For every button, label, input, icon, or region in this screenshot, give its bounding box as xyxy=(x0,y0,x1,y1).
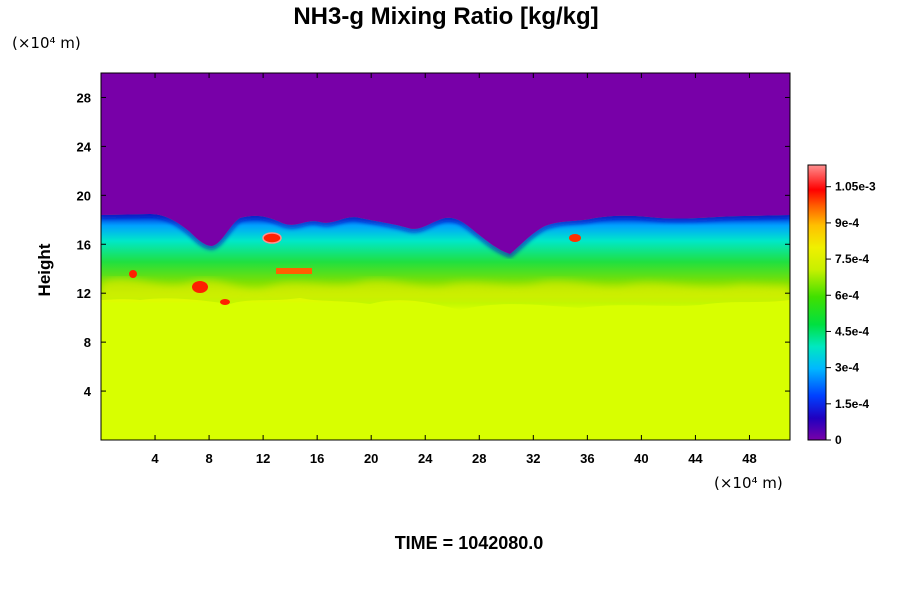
y-tick-label: 12 xyxy=(77,286,91,301)
x-tick-label: 8 xyxy=(205,451,212,466)
plot-area xyxy=(101,73,790,440)
hotspots xyxy=(129,232,581,305)
colorbar xyxy=(807,164,827,441)
x-tick-label: 36 xyxy=(580,451,594,466)
y-tick-label: 20 xyxy=(77,188,91,203)
y-unit-label: (×10⁴ m) xyxy=(12,34,81,52)
x-tick-label: 28 xyxy=(472,451,486,466)
y-tick-label: 8 xyxy=(84,335,91,350)
x-tick-label: 4 xyxy=(151,451,159,466)
x-tick-label: 24 xyxy=(418,451,433,466)
x-tick-label: 20 xyxy=(364,451,378,466)
colorbar-tick-label: 1.05e-3 xyxy=(835,180,876,194)
x-unit-label: (×10⁴ m) xyxy=(714,474,783,492)
x-tick-label: 16 xyxy=(310,451,324,466)
colorbar-tick-label: 4.5e-4 xyxy=(835,324,869,338)
colorbar-tick-label: 9e-4 xyxy=(835,216,859,230)
colorbar-tick-label: 0 xyxy=(835,433,842,447)
plot-frame xyxy=(100,72,791,441)
y-tick-label: 28 xyxy=(77,90,91,105)
colorbar-tick-label: 3e-4 xyxy=(835,361,859,375)
time-label: TIME = 1042080.0 xyxy=(395,533,544,553)
y-tick-label: 4 xyxy=(84,384,92,399)
y-tick-label: 16 xyxy=(77,237,91,252)
hotspot-1 xyxy=(262,232,282,244)
x-tick-label: 40 xyxy=(634,451,648,466)
hotspot-2 xyxy=(192,281,208,293)
colorbar-tick-label: 1.5e-4 xyxy=(835,397,869,411)
y-axis-label: Height xyxy=(35,243,54,296)
colorbar-tick-label: 7.5e-4 xyxy=(835,252,869,266)
y-tick-label: 24 xyxy=(77,139,92,154)
colorbar-tick-label: 6e-4 xyxy=(835,288,859,302)
hotspot-3 xyxy=(569,234,581,242)
x-ticks: 4 8 12 16 20 24 28 32 36 40 44 48 xyxy=(151,73,757,466)
colorbar-ticks: 0 1.5e-4 3e-4 4.5e-4 6e-4 7.5e-4 9e-4 1.05e-3 xyxy=(826,180,876,447)
hotspot-5 xyxy=(129,270,137,278)
x-tick-label: 44 xyxy=(688,451,703,466)
hotspot-4 xyxy=(276,268,312,274)
y-ticks: 4 8 12 16 20 24 28 xyxy=(77,90,790,399)
chart-title: NH3-g Mixing Ratio [kg/kg] xyxy=(293,3,598,30)
x-tick-label: 32 xyxy=(526,451,540,466)
upper-edge-blue xyxy=(101,212,790,258)
x-tick-label: 48 xyxy=(742,451,756,466)
hotspot-6 xyxy=(220,299,230,305)
upper-dry-region xyxy=(101,73,790,254)
x-tick-label: 12 xyxy=(256,451,270,466)
mixing-texture xyxy=(101,278,790,300)
